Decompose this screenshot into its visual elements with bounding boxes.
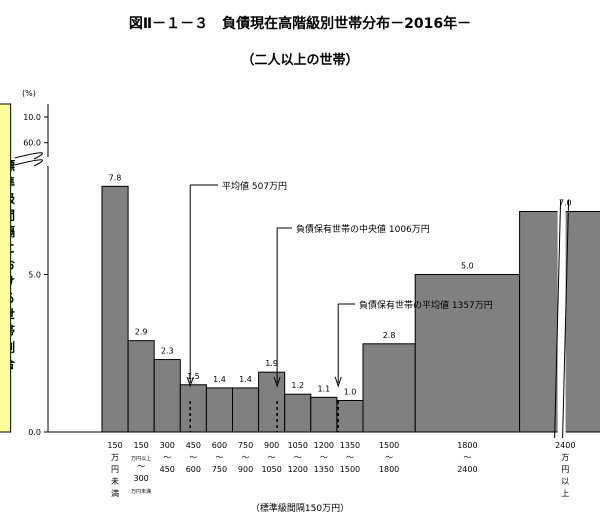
x-tick-label: 1800 xyxy=(379,465,399,474)
y-axis-unit: (%) xyxy=(22,89,36,98)
bar-300-450 xyxy=(153,359,181,433)
x-tick-label: 万円未満 xyxy=(131,488,151,495)
bar-break-slash xyxy=(562,199,570,439)
x-tick-label: 1050 xyxy=(261,465,281,474)
annotation-label-median-debt: 負債保有世帯の中央値 1006万円 xyxy=(296,223,430,235)
x-tick-label: 300 xyxy=(160,441,175,450)
x-tick-label: ～ xyxy=(294,453,302,462)
x-tick-label: 1500 xyxy=(379,441,399,450)
x-tick-label: ～ xyxy=(385,453,393,462)
bar-value-label: 1.9 xyxy=(265,359,278,368)
bar-450-600 xyxy=(179,384,207,433)
x-axis-title: （標準級間隔150万円） xyxy=(251,502,349,514)
bar-600-750 xyxy=(205,387,233,433)
bar-1800-2400 xyxy=(414,274,521,433)
bar-value-label: 1.5 xyxy=(187,372,200,381)
x-tick-label: 未 xyxy=(111,476,119,486)
x-tick-label: 1500 xyxy=(340,465,360,474)
x-tick-label: 1200 xyxy=(288,465,308,474)
bar-break-gap xyxy=(557,209,566,438)
axis-break-mark-lower xyxy=(14,159,44,167)
x-tick-label: 750 xyxy=(238,441,253,450)
x-tick-label: 2400 xyxy=(555,441,575,450)
bar-break-slash xyxy=(554,199,562,439)
bar-1050-1200 xyxy=(284,393,312,433)
x-tick-label: ～ xyxy=(189,453,197,462)
x-tick-label: 600 xyxy=(212,441,227,450)
bar-value-label: 1.2 xyxy=(291,381,304,390)
x-tick-label: 2400 xyxy=(457,465,477,474)
bar-value-label: 7.0 xyxy=(559,199,572,208)
x-tick-label: 1800 xyxy=(457,441,477,450)
y-tick-label: 0.0 xyxy=(28,428,41,437)
bar-750-900 xyxy=(232,387,260,433)
x-tick-label: ～ xyxy=(163,453,171,462)
bar-value-label: 2.8 xyxy=(383,331,396,340)
annotation-arrowhead-mean xyxy=(186,376,194,388)
x-tick-label: 円 xyxy=(561,465,569,474)
y-tick-label: 5.0 xyxy=(28,271,41,280)
x-tick-label: 450 xyxy=(186,441,201,450)
x-tick-label: 万円以上 xyxy=(131,455,151,462)
bar-value-label: 2.9 xyxy=(135,328,148,337)
x-tick-label: 上 xyxy=(561,489,569,498)
y-tick-label: 10.0 xyxy=(23,113,41,122)
x-tick-label: 900 xyxy=(264,441,279,450)
bar-value-label: 1.0 xyxy=(344,388,357,397)
x-tick-label: 150 xyxy=(107,441,122,450)
y-tick-label: 60.0 xyxy=(23,139,41,148)
bar-value-label: 5.0 xyxy=(461,262,474,271)
x-tick-label: 以 xyxy=(561,477,569,486)
x-tick-label: ～ xyxy=(137,462,145,471)
x-tick-label: ～ xyxy=(463,453,471,462)
bar-none xyxy=(0,103,12,433)
annotation-label-mean: 平均値 507万円 xyxy=(222,180,287,192)
x-tick-label: ～ xyxy=(242,453,250,462)
x-tick-label: 450 xyxy=(160,465,175,474)
x-tick-label: 1200 xyxy=(314,441,334,450)
x-tick-label: 750 xyxy=(212,465,227,474)
x-tick-label: 1050 xyxy=(288,441,308,450)
bar-1350-1500 xyxy=(336,400,364,433)
bar-value-label: 7.8 xyxy=(109,173,122,182)
x-tick-label: 600 xyxy=(186,465,201,474)
chart-title: 図Ⅱ－１－３ 負債現在高階級別世帯分布－2016年－ xyxy=(129,15,471,32)
bar-1500-1800 xyxy=(362,343,416,433)
x-tick-label: 円 xyxy=(111,465,119,474)
x-tick-label: 1350 xyxy=(314,465,334,474)
x-tick-label: 万 xyxy=(111,453,119,462)
bar-value-label: 1.1 xyxy=(317,384,330,393)
bar-value-label: 1.4 xyxy=(213,375,226,384)
bar-value-label: 2.3 xyxy=(161,347,174,356)
bar-150-300 xyxy=(127,340,155,433)
x-tick-label: ～ xyxy=(346,453,354,462)
x-tick-label: ～ xyxy=(268,453,276,462)
x-tick-label: 300 xyxy=(134,474,149,483)
x-tick-label: 万 xyxy=(561,453,569,462)
bar-1200-1350 xyxy=(310,396,338,433)
x-tick-label: 1350 xyxy=(340,441,360,450)
annotation-arrowhead-mean-debt xyxy=(334,376,342,388)
annotation-arrowhead-median-debt xyxy=(273,376,281,388)
x-tick-label: ～ xyxy=(215,453,223,462)
chart-subtitle: （二人以上の世帯） xyxy=(241,52,358,68)
bar-900-1050 xyxy=(258,371,286,433)
bar-value-label: 1.4 xyxy=(239,375,252,384)
axis-break-mark-upper xyxy=(14,152,44,160)
bar-lt150 xyxy=(101,185,129,433)
annotation-label-mean-debt: 負債保有世帯の平均値 1357万円 xyxy=(359,299,493,311)
x-tick-label: ～ xyxy=(320,453,328,462)
x-tick-label: 150 xyxy=(134,441,149,450)
x-tick-label: 満 xyxy=(111,489,119,498)
x-tick-label: 900 xyxy=(238,465,253,474)
